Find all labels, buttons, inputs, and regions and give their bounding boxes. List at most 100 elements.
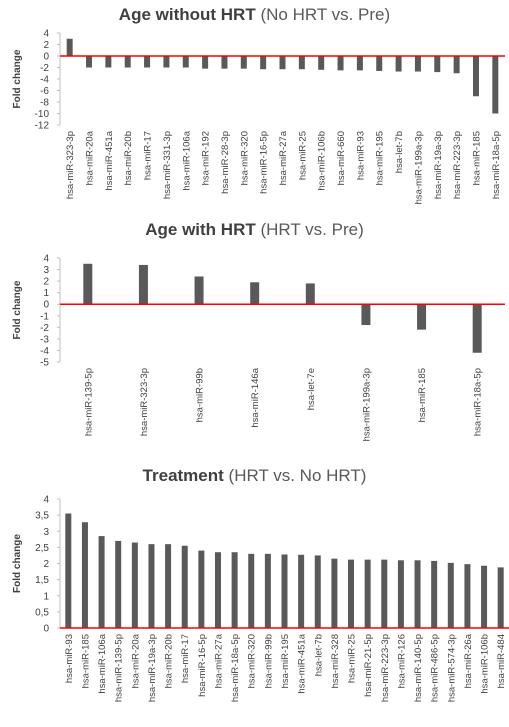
x-tick-label: hsa-miR-223-3p bbox=[380, 634, 391, 702]
bar bbox=[214, 552, 221, 628]
chart-title: Treatment (HRT vs. No HRT) bbox=[0, 466, 509, 486]
x-tick-label: hsa-miR-16-5p bbox=[197, 634, 208, 697]
bar bbox=[447, 562, 454, 628]
x-tick-label: hsa-let-7e bbox=[306, 368, 317, 410]
bar bbox=[281, 554, 288, 628]
y-tick-label: -6 bbox=[40, 86, 49, 97]
x-tick-label: hsa-miR-574-3p bbox=[446, 634, 457, 702]
x-tick-label: hsa-miR-126 bbox=[396, 634, 407, 688]
bar bbox=[231, 552, 238, 628]
bar bbox=[148, 544, 155, 628]
bar bbox=[337, 56, 344, 71]
x-tick-label: hsa-miR-106a bbox=[97, 633, 108, 693]
y-tick-label: -12 bbox=[35, 121, 50, 132]
x-tick-label: hsa-miR-195 bbox=[280, 634, 291, 688]
y-tick-label: 0,5 bbox=[35, 607, 49, 618]
bar bbox=[472, 56, 479, 97]
bar bbox=[314, 555, 321, 628]
x-tick-label: hsa-miR-106b bbox=[480, 634, 491, 694]
x-tick-label: hsa-miR-320 bbox=[247, 634, 258, 688]
chart-title: Age without HRT (No HRT vs. Pre) bbox=[0, 5, 509, 25]
y-tick-label: 2,5 bbox=[35, 543, 49, 554]
x-tick-label: hsa-miR-451a bbox=[297, 633, 308, 693]
bar bbox=[81, 522, 88, 628]
bar bbox=[331, 558, 338, 628]
x-tick-label: hsa-let-7b bbox=[313, 634, 324, 676]
y-tick-label: 1 bbox=[43, 591, 49, 602]
x-tick-label: hsa-miR-185 bbox=[80, 634, 91, 688]
x-tick-label: hsa-miR-660 bbox=[336, 131, 347, 185]
bar bbox=[356, 56, 363, 71]
x-tick-label: hsa-miR-27a bbox=[213, 633, 224, 688]
bar bbox=[98, 536, 105, 628]
x-tick-label: hsa-miR-17 bbox=[180, 634, 191, 683]
bar bbox=[397, 560, 404, 628]
x-tick-label: hsa-let-7b bbox=[394, 131, 405, 173]
bar-chart-age-without-hrt: Fold change 420-2-4-6-8-10-12 hsa-miR-323-… bbox=[12, 29, 505, 204]
y-axis-label: Fold change bbox=[12, 280, 23, 339]
bar bbox=[138, 264, 148, 305]
chart-panel-treatment: Treatment (HRT vs. No HRT) Fold change 4 3… bbox=[0, 462, 509, 727]
bar bbox=[298, 56, 305, 70]
y-tick-label: -2 bbox=[40, 323, 49, 334]
x-tick-label: hsa-miR-20a bbox=[130, 633, 141, 688]
bar bbox=[181, 545, 188, 628]
y-axis-label: Fold change bbox=[12, 534, 23, 593]
bar bbox=[376, 56, 383, 71]
x-tick-label: hsa-miR-20b bbox=[123, 131, 134, 185]
x-tick-label: hsa-miR-199a-3p bbox=[361, 368, 372, 441]
x-tick-label: hsa-miR-18a-5p bbox=[491, 131, 502, 199]
chart-title-sub: (HRT vs. No HRT) bbox=[228, 466, 367, 485]
bar bbox=[131, 542, 138, 628]
x-tick-label: hsa-miR-17 bbox=[143, 131, 154, 180]
bar bbox=[194, 276, 204, 305]
x-tick-label: hsa-miR-195 bbox=[375, 131, 386, 185]
x-tick-label: hsa-miR-28-3p bbox=[220, 131, 231, 194]
y-tick-label: 3,5 bbox=[35, 511, 49, 522]
y-tick-label: -10 bbox=[35, 109, 50, 120]
x-tick-label: hsa-miR-328 bbox=[330, 634, 341, 688]
bar bbox=[364, 559, 371, 628]
x-tick-label: hsa-miR-19a-3p bbox=[433, 131, 444, 199]
x-tick-label: hsa-miR-106a bbox=[181, 130, 192, 190]
x-tick-label: hsa-miR-140-5p bbox=[413, 634, 424, 702]
x-tick-label: hsa-miR-451a bbox=[104, 130, 115, 190]
bar bbox=[492, 56, 499, 114]
bar bbox=[414, 56, 421, 72]
chart-title: Age with HRT (HRT vs. Pre) bbox=[0, 220, 509, 240]
x-tick-label: hsa-miR-223-3p bbox=[452, 131, 463, 199]
x-tick-label: hsa-miR-19a-3p bbox=[147, 634, 158, 702]
y-tick-label: 2 bbox=[43, 277, 49, 288]
x-tick-label: hsa-miR-192 bbox=[201, 131, 212, 185]
bar bbox=[105, 56, 112, 68]
bar-chart-treatment: Fold change 4 3,5 3 2,5 2 1,5 1 0,5 0 hsa-miR-93 hs… bbox=[12, 495, 509, 702]
bar bbox=[202, 56, 209, 69]
y-tick-label: 1,5 bbox=[35, 575, 49, 586]
x-tick-label: hsa-miR-99b bbox=[263, 634, 274, 688]
x-tick-label: hsa-miR-185 bbox=[471, 131, 482, 185]
x-tick-label: hsa-miR-320 bbox=[239, 131, 250, 185]
x-tick-label: hsa-miR-486-5p bbox=[430, 634, 441, 702]
x-tick-label: hsa-miR-185 bbox=[417, 368, 428, 422]
bar bbox=[124, 56, 131, 68]
x-tick-label: hsa-miR-25 bbox=[297, 131, 308, 180]
y-tick-label: 2 bbox=[43, 40, 49, 51]
bar bbox=[86, 56, 93, 68]
bar bbox=[198, 550, 205, 628]
bar bbox=[464, 564, 471, 628]
x-tick-label: hsa-miR-93 bbox=[64, 634, 75, 683]
y-tick-label: 0 bbox=[43, 624, 49, 635]
y-tick-label: 2 bbox=[43, 559, 49, 570]
x-tick-label: hsa-miR-139-5p bbox=[114, 634, 125, 702]
y-tick-label: -1 bbox=[40, 311, 49, 322]
x-tick-label: hsa-miR-93 bbox=[355, 131, 366, 180]
y-tick-label: 4 bbox=[43, 495, 49, 506]
y-tick-label: 3 bbox=[43, 527, 49, 538]
y-tick-label: -8 bbox=[40, 98, 49, 109]
bar bbox=[417, 304, 427, 330]
y-tick-label: 3 bbox=[43, 265, 49, 276]
x-tick-label: hsa-miR-18a-5p bbox=[230, 634, 241, 702]
bar bbox=[298, 554, 305, 628]
chart-title-main: Age with HRT bbox=[145, 220, 256, 239]
bar bbox=[279, 56, 286, 70]
